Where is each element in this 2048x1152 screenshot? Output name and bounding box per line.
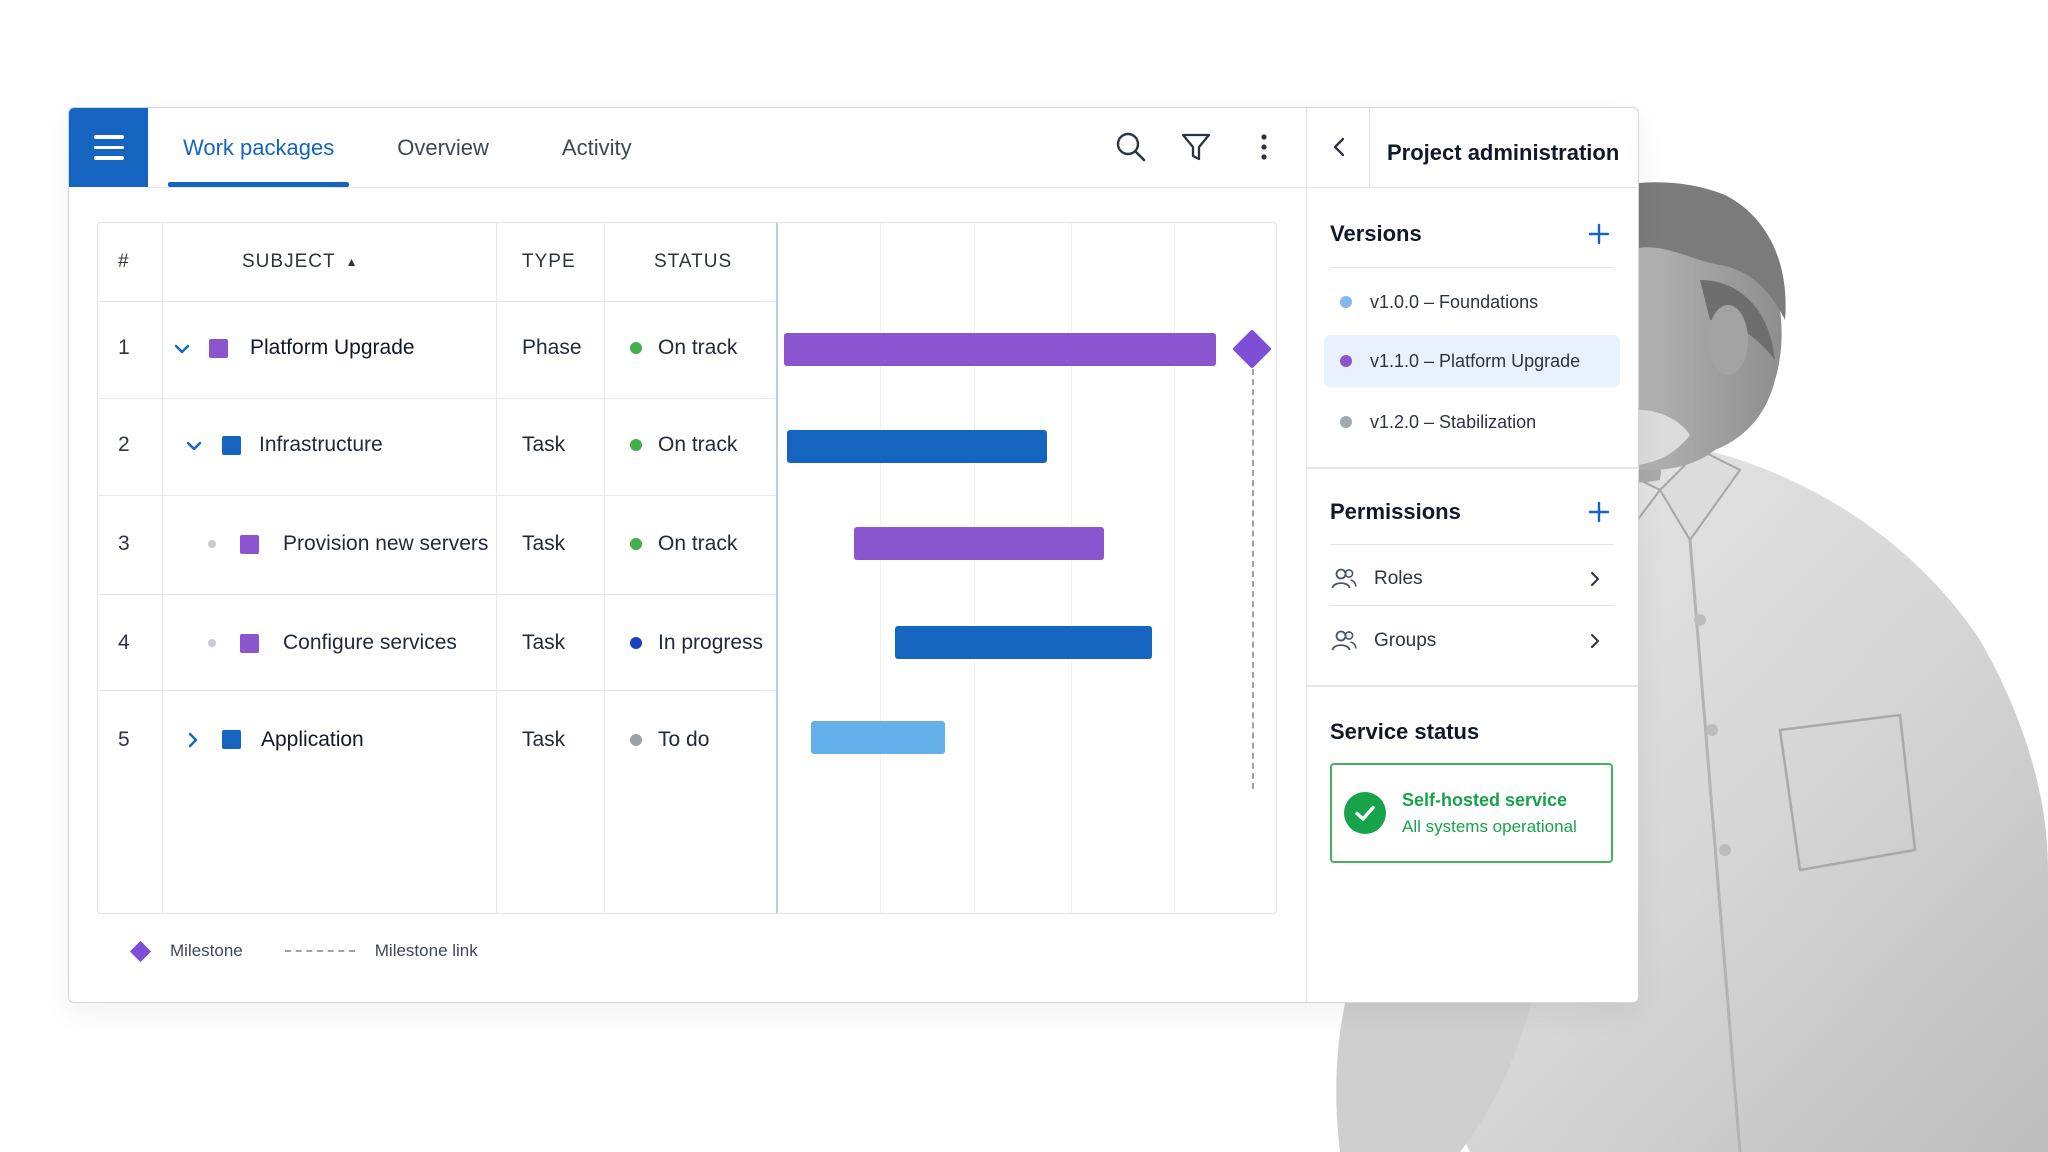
status-cell[interactable]: In progress (630, 628, 763, 658)
version-color-dot (1340, 416, 1352, 428)
permissions-groups[interactable]: Groups (1330, 615, 1614, 667)
add-permission-icon[interactable] (1588, 501, 1610, 523)
service-status-detail: All systems operational (1402, 816, 1577, 836)
chevron-down-icon[interactable] (172, 339, 192, 359)
status-dot (630, 637, 642, 649)
panel-title: Project administration (1387, 140, 1620, 165)
status-cell[interactable]: On track (630, 529, 737, 559)
version-label: v1.1.0 – Platform Upgrade (1370, 350, 1581, 371)
gantt-bar[interactable] (811, 721, 945, 754)
chevron-right-icon (1591, 634, 1599, 648)
subject-cell[interactable]: Configure services (283, 631, 457, 654)
status-label: On track (658, 336, 738, 359)
chevron-down-icon[interactable] (184, 436, 204, 456)
chevron-left-icon[interactable] (1327, 134, 1353, 160)
status-label: On track (658, 532, 738, 555)
type-color-square (240, 634, 259, 653)
tab-work-packages[interactable]: Work packages (168, 108, 350, 187)
legend-milestone-label: Milestone (170, 941, 243, 960)
tab-bar: Work packages Overview Activity (148, 108, 640, 187)
status-dot (630, 734, 642, 746)
status-dot (630, 439, 642, 451)
add-version-icon[interactable] (1588, 223, 1610, 245)
permissions-title: Permissions (1330, 499, 1461, 524)
type-cell: Task (522, 532, 566, 555)
type-color-square (222, 436, 241, 455)
status-cell[interactable]: On track (630, 430, 737, 460)
version-item[interactable]: v1.2.0 – Stabilization (1324, 396, 1620, 448)
type-cell: Phase (522, 336, 582, 359)
gantt-bar[interactable] (895, 626, 1152, 659)
panel-divider (1306, 108, 1307, 1002)
row-number: 2 (118, 433, 130, 456)
status-cell[interactable]: To do (630, 725, 709, 755)
check-circle-icon (1344, 792, 1386, 834)
status-label: To do (658, 728, 710, 751)
leaf-dot-icon (208, 639, 216, 647)
subject-cell[interactable]: Infrastructure (259, 433, 383, 456)
column-header-status[interactable]: STATUS (654, 251, 733, 272)
column-header-subject[interactable]: SUBJECT ▲ (242, 223, 358, 301)
gantt-bar[interactable] (854, 527, 1104, 560)
status-label: In progress (658, 631, 764, 654)
column-header-type[interactable]: TYPE (522, 251, 576, 272)
search-icon[interactable] (1114, 130, 1148, 164)
milestone-link (1252, 369, 1254, 789)
tab-overview[interactable]: Overview (397, 134, 489, 160)
type-color-square (222, 730, 241, 749)
gantt-bar[interactable] (787, 430, 1047, 463)
subject-cell[interactable]: Application (261, 728, 364, 751)
roles-label: Roles (1374, 568, 1423, 589)
subject-cell[interactable]: Provision new servers (283, 532, 489, 555)
row-number: 3 (118, 532, 130, 555)
dashed-line-icon (284, 950, 355, 952)
gantt-separator[interactable] (776, 223, 778, 913)
type-cell: Task (522, 728, 566, 751)
chevron-right-icon (1591, 572, 1599, 586)
row-number: 5 (118, 728, 130, 751)
version-color-dot (1340, 355, 1352, 367)
version-color-dot (1340, 296, 1352, 308)
subject-cell[interactable]: Platform Upgrade (250, 336, 415, 359)
permissions-roles[interactable]: Roles (1330, 553, 1614, 605)
version-label: v1.2.0 – Stabilization (1370, 411, 1537, 432)
header-divider (148, 187, 1638, 188)
status-dot (630, 342, 642, 354)
filter-icon[interactable] (1179, 130, 1213, 164)
status-label: On track (658, 433, 738, 456)
type-color-square (240, 535, 259, 554)
gantt-legend: Milestone Milestone link (129, 940, 478, 962)
type-color-square (209, 339, 228, 358)
version-item-selected[interactable]: v1.1.0 – Platform Upgrade (1324, 335, 1620, 387)
work-package-table: # SUBJECT ▲ TYPE STATUS 1 Platform Upgra… (97, 222, 1277, 914)
more-options-icon[interactable] (1247, 130, 1281, 164)
version-label: v1.0.0 – Foundations (1370, 291, 1539, 312)
status-dot (630, 538, 642, 550)
type-cell: Task (522, 631, 566, 654)
service-status-card: Self-hosted service All systems operatio… (1330, 763, 1613, 863)
service-status-label: Self-hosted service (1402, 789, 1568, 810)
users-icon (1331, 630, 1357, 651)
users-icon (1331, 568, 1357, 589)
hamburger-icon (93, 132, 124, 164)
versions-title: Versions (1330, 221, 1422, 246)
panel-header: Project administration (1307, 108, 1638, 187)
leaf-dot-icon (208, 540, 216, 548)
service-status-title: Service status (1330, 719, 1480, 744)
groups-label: Groups (1374, 630, 1437, 651)
menu-button[interactable] (69, 108, 148, 187)
column-header-number[interactable]: # (118, 251, 130, 272)
gantt-bar[interactable] (784, 333, 1216, 366)
row-number: 4 (118, 631, 130, 654)
type-cell: Task (522, 433, 566, 456)
status-cell[interactable]: On track (630, 333, 737, 363)
row-number: 1 (118, 336, 130, 359)
legend-milestone-link-label: Milestone link (374, 941, 478, 960)
sort-ascending-icon: ▲ (345, 255, 359, 269)
version-item[interactable]: v1.0.0 – Foundations (1324, 276, 1620, 328)
column-header-subject-label: SUBJECT (242, 251, 336, 272)
tab-activity[interactable]: Activity (561, 134, 632, 160)
app-window: Work packages Overview Activity # SU (68, 107, 1639, 1003)
chevron-right-icon[interactable] (183, 730, 203, 750)
